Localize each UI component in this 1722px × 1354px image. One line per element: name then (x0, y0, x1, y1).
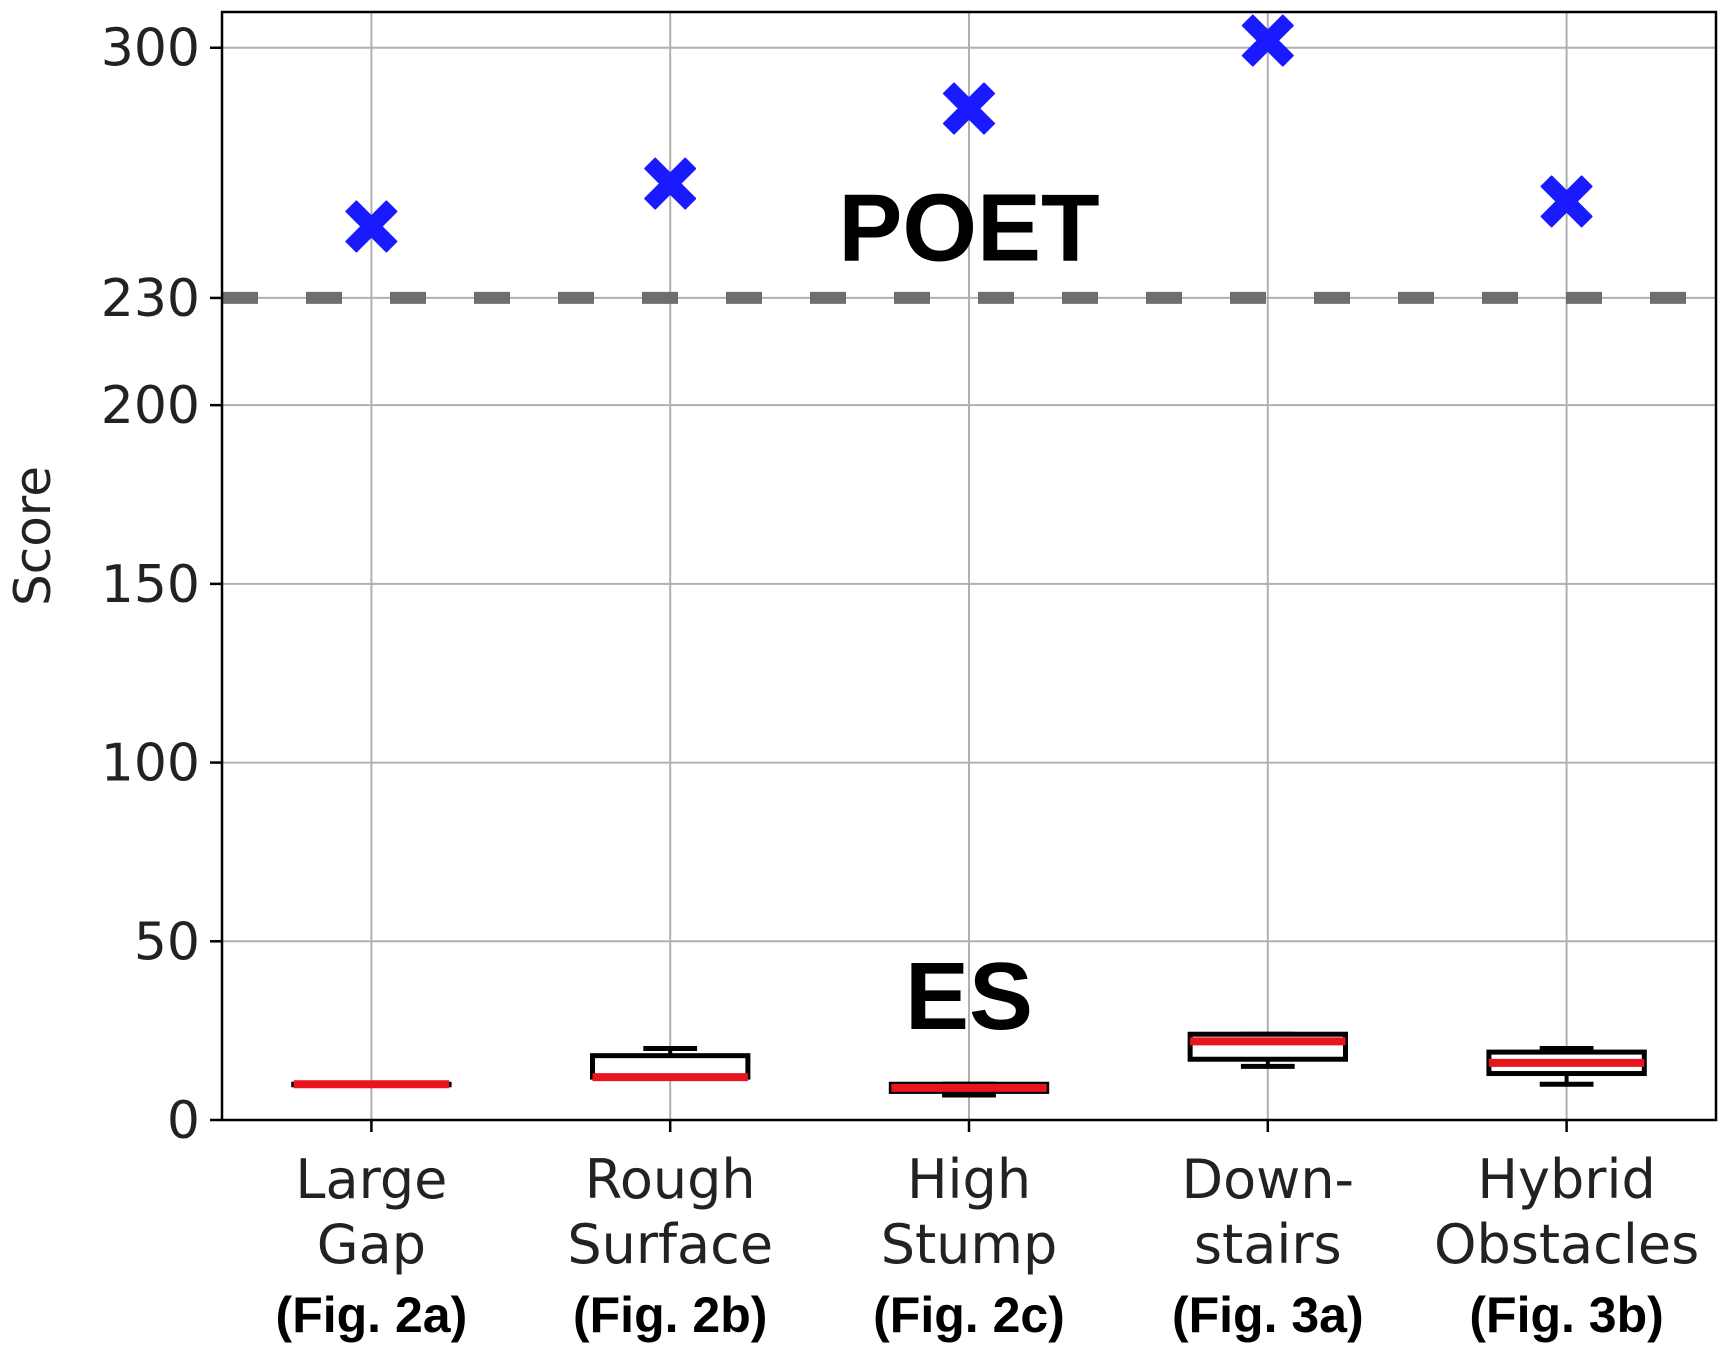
es-box-2 (888, 1081, 1050, 1098)
poet-point-4 (1540, 175, 1593, 228)
es-box-0 (291, 1080, 452, 1089)
x-tick-label-fig-2: (Fig. 2c) (873, 1287, 1065, 1343)
poet-point-0 (345, 200, 398, 253)
x-tick-label-line2-0: Gap (317, 1213, 426, 1276)
y-tick-label-150: 150 (101, 555, 200, 615)
poet-point-1 (644, 157, 697, 210)
x-tick-label-fig-1: (Fig. 2b) (573, 1287, 767, 1343)
y-axis-label: Score (4, 466, 62, 606)
poet-point-3 (1241, 14, 1294, 67)
y-tick-label-200: 200 (101, 376, 200, 436)
poet-marker-layer (345, 14, 1593, 253)
es-box-4 (1486, 1046, 1647, 1087)
x-tick-label-line1-0: Large (295, 1148, 447, 1211)
y-tick-layer: 0 50 100 150 200 230 300 (101, 19, 222, 1151)
y-tick-label-230: 230 (101, 269, 200, 329)
y-tick-label-50: 50 (134, 912, 200, 972)
x-tick-label-line1-4: Hybrid (1477, 1148, 1655, 1211)
annotation-poet: POET (838, 174, 1099, 281)
x-tick-label-fig-0: (Fig. 2a) (276, 1287, 468, 1343)
es-box-layer (291, 1031, 1647, 1098)
es-box-1 (590, 1046, 751, 1082)
x-tick-label-fig-4: (Fig. 3b) (1469, 1287, 1663, 1343)
x-tick-label-line1-2: High (907, 1148, 1031, 1211)
x-tick-label-line2-1: Surface (567, 1213, 773, 1276)
annotation-layer: POET ES (838, 174, 1099, 1049)
es-box-3 (1187, 1031, 1348, 1069)
x-tick-label-line2-4: Obstacles (1434, 1213, 1699, 1276)
annotation-es: ES (905, 943, 1033, 1050)
poet-point-2 (943, 82, 995, 135)
x-tick-label-line1-3: Down- (1182, 1148, 1355, 1211)
x-tick-label-fig-3: (Fig. 3a) (1172, 1287, 1364, 1343)
y-tick-label-0: 0 (167, 1091, 200, 1151)
y-tick-label-300: 300 (101, 19, 200, 79)
y-tick-label-100: 100 (101, 734, 200, 794)
x-tick-label-line1-1: Rough (585, 1148, 756, 1211)
x-tick-label-line2-2: Stump (881, 1213, 1058, 1276)
x-tick-label-line2-3: stairs (1194, 1213, 1342, 1276)
